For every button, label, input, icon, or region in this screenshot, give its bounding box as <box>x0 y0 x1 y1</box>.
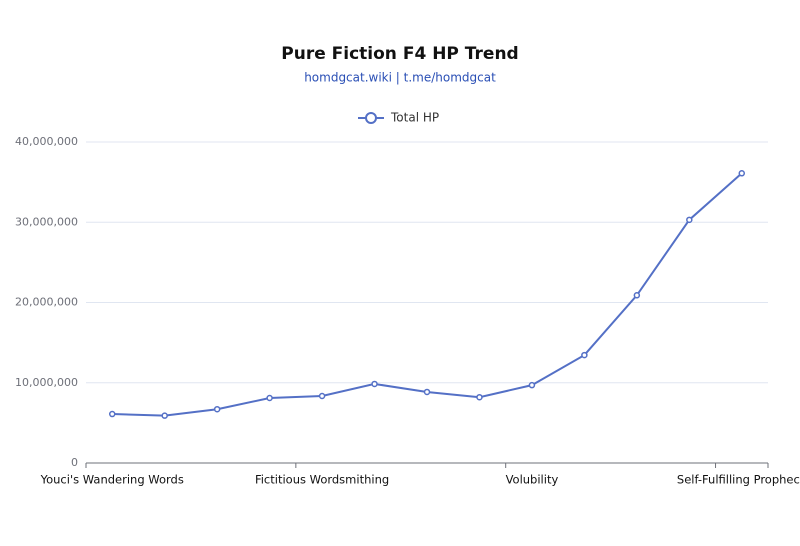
point <box>318 392 326 400</box>
y-tick-label: 10,000,000 <box>15 376 78 389</box>
point <box>476 393 483 401</box>
y-tick-label: 30,000,000 <box>15 215 78 228</box>
point <box>213 405 221 413</box>
line <box>112 172 743 417</box>
point <box>528 381 536 389</box>
point <box>686 216 693 224</box>
y-tick-label: 40,000,000 <box>15 135 78 148</box>
point <box>371 380 378 388</box>
x-tick-label: Volubility <box>506 473 559 487</box>
legend-marker <box>365 112 377 124</box>
legend-label: Total HP <box>390 111 439 125</box>
point <box>633 292 641 299</box>
point <box>108 410 116 418</box>
point <box>423 388 431 396</box>
x-tick-label: Self-Fulfilling Prophecy <box>677 473 800 487</box>
x-tick-label: Fictitious Wordsmithing <box>255 473 389 487</box>
x-tick-label: Youci's Wandering Words <box>40 473 184 487</box>
point <box>266 394 273 402</box>
point <box>581 351 588 359</box>
y-tick-label: 0 <box>71 456 78 469</box>
y-tick-label: 20,000,000 <box>15 296 78 309</box>
chart-subtitle: homdgcat.wiki | t.me/homdgcat <box>304 71 496 85</box>
point <box>738 170 746 177</box>
chart-title: Pure Fiction F4 HP Trend <box>281 44 518 64</box>
point <box>161 412 168 419</box>
